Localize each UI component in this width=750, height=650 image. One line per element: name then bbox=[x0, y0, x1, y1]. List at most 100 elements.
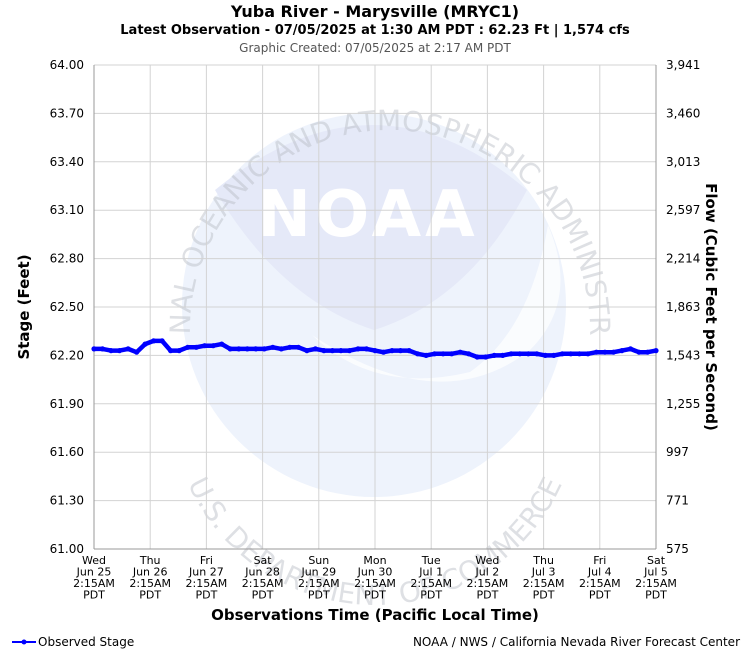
y-tick-label: 61.60 bbox=[50, 445, 84, 459]
y2-tick-label: 1,863 bbox=[666, 300, 700, 314]
x-tick-label: Fri bbox=[200, 554, 213, 567]
data-point bbox=[108, 348, 114, 354]
y2-tick-label: 771 bbox=[666, 494, 689, 508]
x-tick-label: PDT bbox=[589, 589, 611, 602]
x-tick-label: PDT bbox=[308, 589, 330, 602]
x-tick-label: 2:15AM bbox=[73, 577, 115, 590]
x-tick-label: 2:15AM bbox=[186, 577, 228, 590]
x-axis-label: Observations Time (Pacific Local Time) bbox=[211, 606, 539, 624]
x-tick-label: Sat bbox=[647, 554, 666, 567]
x-tick-label: 2:15AM bbox=[579, 577, 621, 590]
y2-tick-label: 2,214 bbox=[666, 252, 700, 266]
data-point bbox=[270, 344, 276, 350]
y-axis-label: Stage (Feet) bbox=[15, 254, 33, 359]
chart-subtitle: Latest Observation - 07/05/2025 at 1:30 … bbox=[120, 23, 630, 38]
x-tick-label: 2:15AM bbox=[410, 577, 452, 590]
y-tick-label: 62.50 bbox=[50, 300, 84, 314]
data-point bbox=[321, 348, 327, 354]
x-tick-label: Wed bbox=[82, 554, 106, 567]
data-point bbox=[457, 349, 463, 355]
x-tick-label: PDT bbox=[252, 589, 274, 602]
y-axis-ticks: 64.00 63.70 63.40 63.10 62.80 62.50 62.20 61.90… bbox=[50, 58, 84, 556]
y-tick-label: 62.80 bbox=[50, 252, 84, 266]
data-point bbox=[346, 348, 353, 354]
data-point bbox=[406, 348, 412, 354]
data-point bbox=[500, 352, 506, 358]
x-tick-label: Wed bbox=[475, 554, 499, 567]
x-tick-label: Jul 5 bbox=[643, 566, 668, 579]
x-tick-label: Jul 2 bbox=[475, 566, 500, 579]
data-point bbox=[219, 341, 225, 347]
data-point bbox=[508, 351, 514, 357]
data-point bbox=[338, 348, 344, 354]
data-point bbox=[576, 351, 583, 357]
data-point bbox=[355, 346, 361, 352]
data-point bbox=[329, 348, 335, 354]
x-tick-label: 2:15AM bbox=[129, 577, 171, 590]
x-tick-label: PDT bbox=[83, 589, 105, 602]
x-tick-label: Tue bbox=[421, 554, 441, 567]
data-point bbox=[253, 346, 259, 352]
y2-tick-label: 1,543 bbox=[666, 348, 700, 362]
y2-axis-ticks: 3,941 3,460 3,013 2,597 2,214 1,863 1,543 1,255… bbox=[666, 58, 700, 556]
data-point bbox=[517, 351, 523, 357]
data-point bbox=[551, 352, 557, 358]
x-tick-label: Jun 29 bbox=[300, 566, 336, 579]
data-point bbox=[466, 351, 472, 357]
watermark-logo-text: NOAA bbox=[257, 178, 478, 252]
x-tick-label: Jul 1 bbox=[418, 566, 443, 579]
y-tick-label: 64.00 bbox=[50, 58, 84, 72]
data-point bbox=[363, 346, 370, 352]
legend-label: Observed Stage bbox=[38, 635, 134, 649]
x-tick-label: PDT bbox=[139, 589, 161, 602]
data-point bbox=[525, 351, 531, 357]
graphic-created: Graphic Created: 07/05/2025 at 2:17 AM P… bbox=[239, 41, 511, 55]
data-point bbox=[168, 348, 174, 354]
data-point bbox=[304, 348, 310, 354]
data-point bbox=[151, 338, 157, 344]
data-point bbox=[610, 349, 617, 355]
data-point bbox=[397, 348, 404, 354]
data-point bbox=[483, 354, 489, 360]
y2-tick-label: 3,013 bbox=[666, 155, 700, 169]
x-tick-label: Jul 4 bbox=[587, 566, 612, 579]
data-point bbox=[568, 351, 574, 357]
data-point bbox=[134, 349, 140, 355]
y2-axis-label: Flow (Cubic Feet per Second) bbox=[702, 183, 720, 431]
data-point bbox=[542, 352, 548, 358]
x-tick-label: 2:15AM bbox=[242, 577, 284, 590]
y-tick-label: 63.40 bbox=[50, 155, 84, 169]
x-tick-label: Jun 26 bbox=[132, 566, 168, 579]
x-tick-label: Thu bbox=[139, 554, 161, 567]
data-point bbox=[202, 343, 208, 349]
y2-tick-label: 575 bbox=[666, 542, 689, 556]
data-point bbox=[491, 352, 497, 358]
data-point bbox=[423, 352, 429, 358]
data-point bbox=[193, 344, 199, 350]
data-point bbox=[99, 346, 106, 352]
data-point bbox=[644, 349, 651, 355]
x-tick-label: Jul 3 bbox=[531, 566, 556, 579]
y-tick-label: 61.90 bbox=[50, 397, 84, 411]
data-point bbox=[449, 351, 455, 357]
series-layer bbox=[91, 338, 659, 360]
data-point bbox=[559, 351, 565, 357]
noaa-watermark: NOAA NATIONAL OCEANIC AND ATMOSPHERIC AD… bbox=[0, 0, 616, 612]
data-point bbox=[176, 348, 182, 354]
grid bbox=[93, 64, 657, 550]
x-tick-label: PDT bbox=[364, 589, 386, 602]
data-point bbox=[593, 349, 600, 355]
x-tick-label: 2:15AM bbox=[298, 577, 340, 590]
x-tick-label: PDT bbox=[645, 589, 667, 602]
data-point bbox=[372, 348, 378, 354]
x-tick-label: 2:15AM bbox=[354, 577, 396, 590]
y2-tick-label: 1,255 bbox=[666, 397, 700, 411]
data-point bbox=[295, 344, 301, 350]
